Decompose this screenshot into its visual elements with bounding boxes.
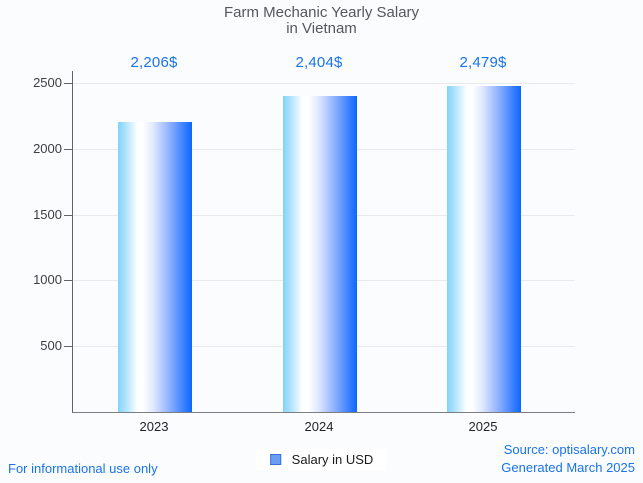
generated-date: Generated March 2025 [501, 460, 635, 475]
gridline-2500 [73, 83, 575, 84]
bar-value-label: 2,404$ [295, 54, 343, 71]
y-tick-label: 1500 [33, 207, 62, 222]
y-tick-label: 2500 [33, 75, 62, 90]
chart-title: Farm Mechanic Yearly Salary in Vietnam [0, 5, 643, 37]
y-tick-label: 2000 [33, 141, 62, 156]
disclaimer-text: For informational use only [8, 461, 158, 476]
chart-title-line2: in Vietnam [286, 20, 357, 37]
x-tick-label: 2025 [468, 419, 498, 434]
source-link[interactable]: Source: optisalary.com [503, 442, 635, 457]
legend-marker-icon [269, 454, 281, 465]
y-tick [64, 149, 72, 150]
bar-2024[interactable] [283, 96, 357, 412]
y-tick [64, 346, 72, 347]
source-block: Source: optisalary.com Generated March 2… [501, 441, 635, 477]
bar-2025[interactable] [447, 86, 521, 412]
bar-value-label: 2,479$ [459, 54, 507, 71]
y-tick [64, 280, 72, 281]
y-tick [64, 215, 72, 216]
bar-2023[interactable] [118, 122, 192, 412]
legend-label: Salary in USD [291, 452, 374, 467]
x-tick-label: 2024 [304, 419, 334, 434]
chart-title-line1: Farm Mechanic Yearly Salary [223, 4, 420, 21]
plot-area [72, 71, 575, 413]
legend[interactable]: Salary in USD [255, 449, 388, 470]
y-tick-label: 500 [40, 338, 62, 353]
y-tick [64, 83, 72, 84]
bar-value-label: 2,206$ [130, 54, 178, 71]
x-tick-label: 2023 [139, 419, 169, 434]
y-tick-label: 1000 [33, 272, 62, 287]
